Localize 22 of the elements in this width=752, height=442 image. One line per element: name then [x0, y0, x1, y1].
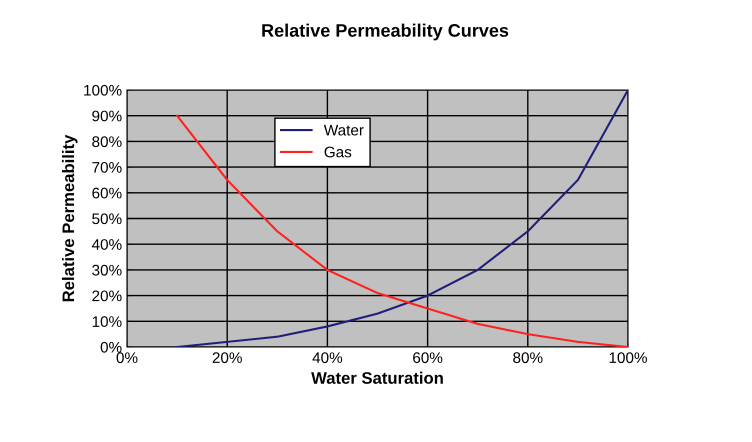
y-tick-label: 80%: [92, 136, 122, 148]
y-tick-label: 70%: [92, 162, 122, 173]
x-tick-label: 20%: [212, 352, 242, 364]
y-tick-label: 60%: [92, 188, 122, 198]
x-tick-label: 40%: [312, 352, 342, 364]
y-tick-label: 90%: [92, 110, 122, 122]
x-tick-label: 80%: [513, 352, 543, 364]
y-tick-label: 30%: [92, 264, 122, 276]
y-tick-label: 40%: [92, 239, 122, 250]
y-tick-label: 10%: [92, 316, 122, 327]
legend-label: Water: [324, 124, 364, 136]
y-tick-label: 0%: [100, 342, 122, 353]
chart-title: Relative Permeability Curves: [262, 24, 508, 40]
y-tick-label: 50%: [92, 213, 122, 224]
x-tick-label: 60%: [413, 352, 442, 364]
y-axis-title: Relative Permeability: [62, 134, 78, 302]
y-tick-label: 100%: [84, 84, 122, 96]
legend-label: Gas: [324, 146, 352, 158]
y-tick-label: 20%: [92, 290, 122, 302]
x-axis-title: Water Saturation: [311, 372, 443, 384]
x-tick-label: 0%: [116, 352, 138, 364]
x-tick-label: 100%: [610, 352, 647, 364]
